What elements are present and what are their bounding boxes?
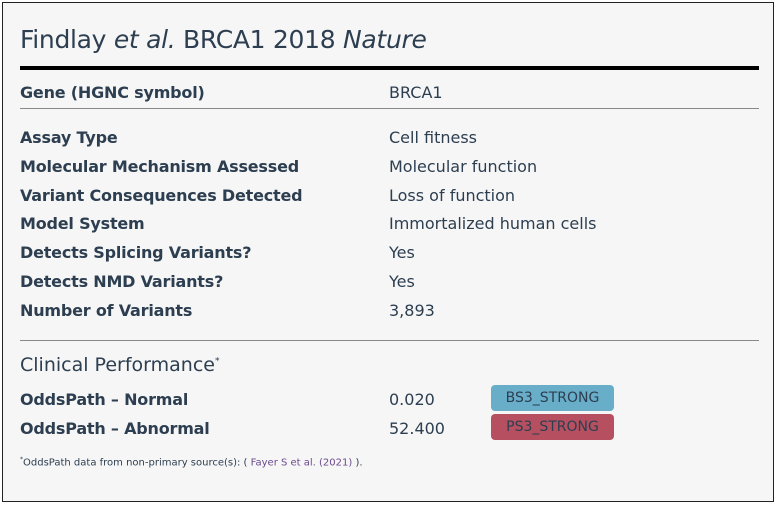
attribute-value: Molecular function — [389, 156, 538, 176]
attribute-label: Detects Splicing Variants? — [20, 243, 252, 263]
attribute-row: Assay Type Cell fitness — [20, 128, 759, 150]
attribute-row: Molecular Mechanism Assessed Molecular fu… — [20, 157, 759, 179]
attribute-label: Assay Type — [20, 128, 118, 147]
attribute-label: Variant Consequences Detected — [20, 185, 303, 205]
divider — [20, 340, 759, 341]
attribute-value: Loss of function — [389, 185, 516, 205]
gene-row: Gene (HGNC symbol) BRCA1 — [20, 83, 759, 105]
attribute-value: Yes — [389, 243, 415, 263]
oddspath-value: 52.400 — [389, 419, 445, 438]
evidence-badge: BS3_STRONG — [491, 385, 614, 411]
attribute-label: Molecular Mechanism Assessed — [20, 156, 299, 176]
attribute-label: Model System — [20, 214, 145, 234]
divider — [20, 108, 759, 109]
page-title: Findlay et al. BRCA1 2018 Nature — [20, 25, 427, 54]
attribute-label: Number of Variants — [20, 300, 193, 320]
attribute-value: Yes — [389, 272, 415, 291]
oddspath-label: OddsPath – Normal — [20, 390, 189, 409]
attribute-row: Number of Variants 3,893 — [20, 301, 759, 323]
attribute-row: Model System Immortalized human cells — [20, 214, 759, 236]
gene-value: BRCA1 — [389, 83, 443, 102]
gene-label: Gene (HGNC symbol) — [20, 83, 205, 102]
oddspath-value: 0.020 — [389, 390, 435, 409]
oddspath-row: OddsPath – Abnormal 52.400 PS3_STRONG — [20, 414, 759, 441]
attribute-value: Cell fitness — [389, 128, 477, 147]
title-divider — [20, 66, 759, 70]
attribute-label: Detects NMD Variants? — [20, 272, 224, 291]
attribute-row: Detects Splicing Variants? Yes — [20, 243, 759, 265]
evidence-badge: PS3_STRONG — [491, 414, 614, 440]
attribute-value: 3,893 — [389, 300, 435, 320]
attribute-row: Detects NMD Variants? Yes — [20, 272, 759, 294]
clinical-performance-heading: Clinical Performance* — [20, 354, 220, 376]
oddspath-label: OddsPath – Abnormal — [20, 419, 210, 438]
attribute-value: Immortalized human cells — [389, 214, 597, 234]
oddspath-row: OddsPath – Normal 0.020 BS3_STRONG — [20, 385, 759, 412]
attribute-row: Variant Consequences Detected Loss of fun… — [20, 186, 759, 208]
footnote: *OddsPath data from non-primary source(s… — [20, 456, 363, 469]
source-link[interactable]: Fayer S et al. (2021) — [250, 457, 353, 469]
